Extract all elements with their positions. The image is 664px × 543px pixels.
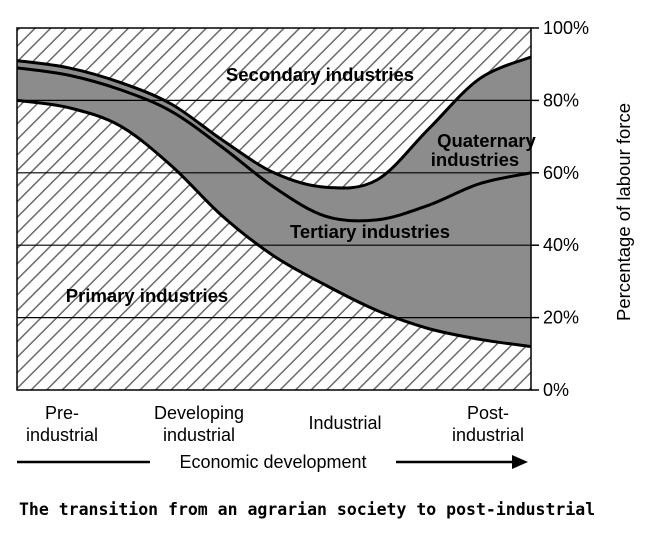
x-axis-categories: Pre-industrial Developing industrial Indust…	[26, 403, 524, 445]
figure-caption: The transition from an agrarian society …	[19, 500, 596, 519]
y-tick-label: 100%	[543, 18, 589, 38]
grid-lines	[17, 99, 531, 319]
tertiary-boundary-line	[17, 66, 531, 223]
y-tick-label: 80%	[543, 90, 579, 110]
label-primary-industries: Primary industries	[66, 285, 228, 306]
area-labels: Secondary industries Quaternary industri…	[66, 64, 541, 306]
y-tick-label: 40%	[543, 235, 579, 255]
arrow-head-icon	[512, 455, 528, 469]
label-tertiary-industries: Tertiary industries	[290, 221, 450, 242]
tertiary-quaternary-area	[17, 57, 531, 347]
x-axis-title-group: Economic development	[17, 452, 528, 472]
label-secondary-industries: Secondary industries	[226, 64, 414, 85]
y-tick-label: 0%	[543, 380, 569, 400]
secondary-industries-area	[17, 28, 531, 189]
label-quaternary-industries: Quaternary industries	[431, 130, 541, 170]
y-tick-label: 60%	[543, 163, 579, 183]
y-tick-label: 20%	[543, 308, 579, 328]
x-category-label: Post-industrial	[452, 403, 524, 445]
x-category-label: Pre-industrial	[26, 403, 98, 445]
x-category-label: Industrial	[308, 413, 381, 433]
x-category-label: Developing industrial	[154, 403, 244, 445]
y-axis-label: Percentage of labour force	[613, 103, 634, 321]
y-axis-ticks: 0% 20% 40% 60% 80% 100%	[531, 18, 589, 400]
plot-frame	[16, 27, 532, 391]
x-axis-label: Economic development	[179, 452, 366, 472]
primary-boundary-line	[17, 98, 531, 349]
